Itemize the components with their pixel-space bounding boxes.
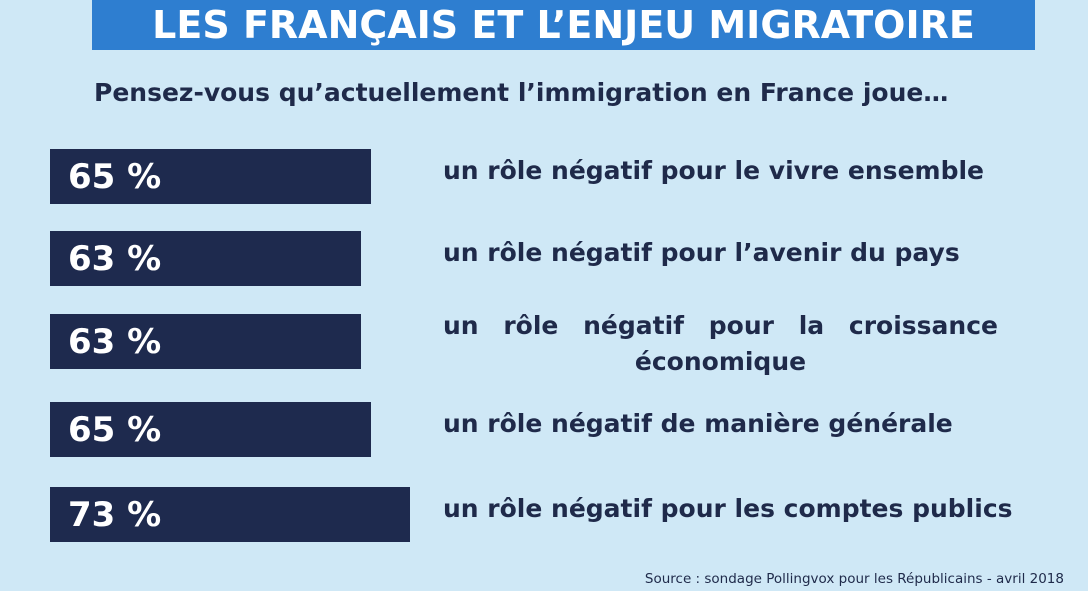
bar-2: 63 %	[50, 231, 361, 286]
bar-value-label: 63 %	[68, 321, 162, 362]
question-text: Pensez-vous qu’actuellement l’immigratio…	[94, 78, 949, 107]
category-label: un rôle négatif de manière générale	[443, 409, 953, 438]
category-label: un rôle négatif pour l’avenir du pays	[443, 238, 960, 267]
title-banner: LES FRANÇAIS ET L’ENJEU MIGRATOIRE	[92, 0, 1035, 50]
bar-1: 65 %	[50, 149, 371, 204]
category-label: un rôle négatif pour la croissance écono…	[443, 311, 998, 376]
category-label: un rôle négatif pour les comptes publics	[443, 494, 1013, 523]
bar-3: 63 %	[50, 314, 361, 369]
page-title: LES FRANÇAIS ET L’ENJEU MIGRATOIRE	[152, 3, 975, 47]
bar-value-label: 63 %	[68, 238, 162, 279]
bar-5: 73 %	[50, 487, 410, 542]
category-label: un rôle négatif pour le vivre ensemble	[443, 156, 984, 185]
bar-value-label: 73 %	[68, 494, 162, 535]
bar-4: 65 %	[50, 402, 371, 457]
bar-value-label: 65 %	[68, 156, 162, 197]
bar-value-label: 65 %	[68, 409, 162, 450]
source-note: Source : sondage Pollingvox pour les Rép…	[644, 571, 1064, 587]
